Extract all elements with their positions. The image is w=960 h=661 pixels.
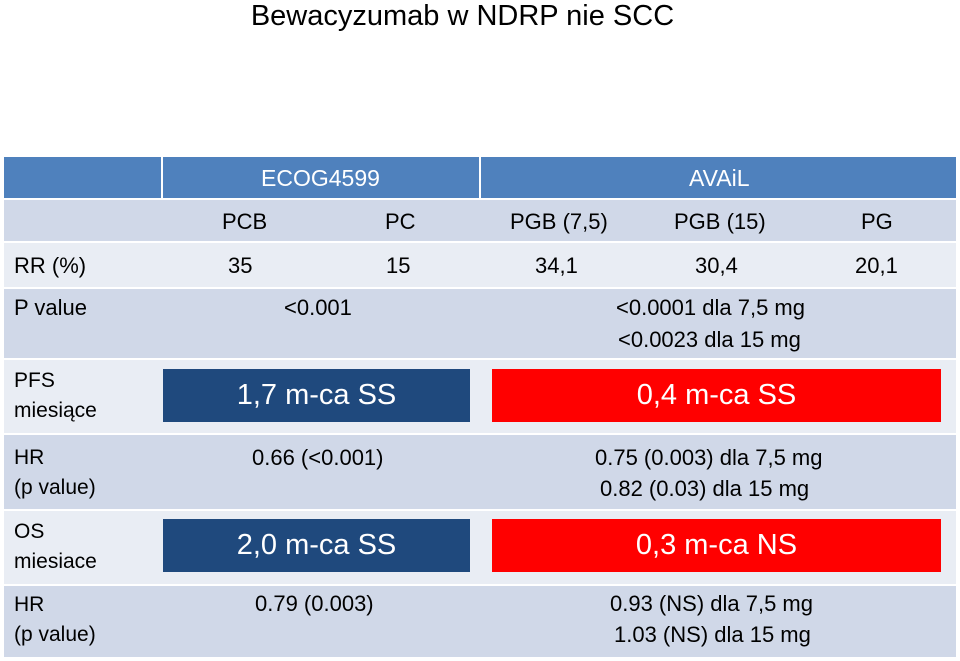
hr1-label-line2: (p value) [14, 476, 96, 499]
hr1-avail-line2: 0.82 (0.03) dla 15 mg [600, 476, 810, 501]
header-avail: AVAiL [689, 165, 750, 191]
hr1-label-line1: HR [14, 446, 45, 469]
pfs-label-line2: miesiące [14, 399, 97, 422]
hr2-avail-line2: 1.03 (NS) dla 15 mg [614, 622, 811, 647]
header-ecog-cell: ECOG4599 [163, 157, 479, 198]
header-blank-cell [4, 157, 161, 198]
os-label-line2: miesiace [14, 550, 97, 573]
pvalue-avail-line1: <0.0001 dla 7,5 mg [616, 295, 805, 320]
pvalue-row: P value <0.001 <0.0001 dla 7,5 mg <0.002… [4, 289, 956, 358]
header-avail-cell: AVAiL [481, 157, 956, 198]
hr2-avail-line1: 0.93 (NS) dla 7,5 mg [610, 591, 813, 616]
pvalue-label: P value [14, 295, 87, 320]
header-row: ECOG4599 AVAiL [4, 157, 956, 198]
rr-value-pcb: 35 [228, 253, 253, 278]
os-row: OS miesiace 2,0 m-ca SS 0,3 m-ca NS [4, 511, 956, 584]
col-pcb: PCB [222, 209, 268, 234]
col-pg: PG [861, 209, 893, 234]
hr1-row: HR (p value) 0.66 (<0.001) 0.75 (0.003) … [4, 435, 956, 509]
col-pgb-7-5: PGB (7,5) [510, 209, 608, 234]
pfs-avail-bar: 0,4 m-ca SS [492, 369, 941, 422]
os-ecog-bar: 2,0 m-ca SS [163, 519, 470, 572]
rr-label: RR (%) [14, 253, 87, 278]
column-header-row: PCB PC PGB (7,5) PGB (15) PG [4, 200, 956, 241]
rr-value-pgb-7-5: 34,1 [535, 253, 578, 278]
pvalue-avail-line2: <0.0023 dla 15 mg [618, 327, 801, 352]
pfs-ecog-bar: 1,7 m-ca SS [163, 369, 470, 422]
slide-title: Bewacyzumab w NDRP nie SCC [250, 0, 675, 32]
hr1-ecog: 0.66 (<0.001) [252, 445, 384, 470]
hr2-row: HR (p value) 0.79 (0.003) 0.93 (NS) dla … [4, 586, 956, 657]
rr-row: RR (%) 35 15 34,1 30,4 20,1 [4, 243, 956, 287]
hr2-ecog: 0.79 (0.003) [255, 591, 374, 616]
pfs-row: PFS miesiące 1,7 m-ca SS 0,4 m-ca SS [4, 360, 956, 433]
pfs-label-line1: PFS [14, 369, 55, 392]
col-pgb-15: PGB (15) [674, 209, 766, 234]
rr-value-pgb-15: 30,4 [695, 253, 738, 278]
hr2-label-line1: HR [14, 593, 45, 616]
col-pc: PC [385, 209, 416, 234]
header-ecog4599: ECOG4599 [261, 165, 380, 191]
hr1-avail-line1: 0.75 (0.003) dla 7,5 mg [595, 445, 823, 470]
pvalue-ecog: <0.001 [284, 295, 352, 320]
os-avail-bar: 0,3 m-ca NS [492, 519, 941, 572]
hr2-label-line2: (p value) [14, 623, 96, 646]
rr-value-pg: 20,1 [855, 253, 898, 278]
os-label-line1: OS [14, 520, 45, 543]
rr-value-pc: 15 [386, 253, 411, 278]
